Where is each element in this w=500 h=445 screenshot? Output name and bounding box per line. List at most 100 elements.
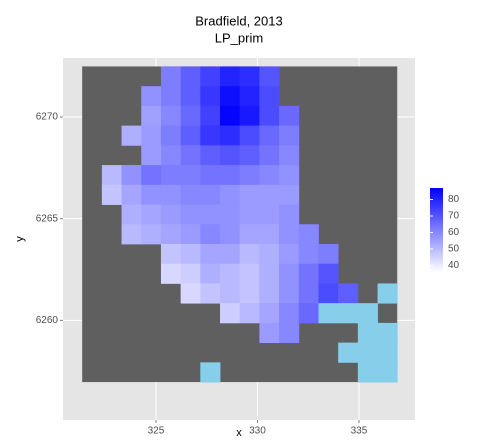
raster-cell (141, 125, 162, 146)
raster-cell (259, 145, 280, 166)
raster-cell (259, 86, 280, 107)
water-cell (338, 342, 359, 363)
raster-cell (298, 283, 319, 304)
raster-cell (239, 303, 260, 324)
raster-cell (239, 165, 260, 186)
raster-cell (200, 165, 221, 186)
raster-cell (259, 322, 280, 344)
y-tick-label: 6270 (36, 112, 59, 123)
raster-cell (160, 184, 182, 205)
colorbar-label: 80 (448, 194, 460, 205)
chart-subtitle: LP_prim (215, 30, 263, 45)
raster-cell (160, 105, 182, 127)
raster-cell (220, 125, 241, 146)
raster-cell (141, 204, 162, 225)
raster-cell (259, 283, 280, 304)
raster-cell (239, 184, 260, 205)
raster-cell (141, 105, 162, 127)
raster-cell (259, 224, 280, 245)
raster-cell (160, 86, 182, 107)
raster-cell (180, 184, 201, 205)
raster-cell (239, 66, 260, 87)
raster-cell (200, 66, 221, 87)
raster-cell (121, 224, 142, 245)
water-cell (200, 362, 221, 383)
raster-cell (220, 86, 241, 107)
chart-title: Bradfield, 2013 (195, 13, 282, 28)
water-cell (338, 303, 359, 324)
y-axis-title: y (14, 236, 26, 242)
raster-cell (180, 224, 201, 245)
raster-cell (239, 105, 260, 127)
raster-cell (279, 184, 300, 205)
raster-cell (180, 125, 201, 146)
raster-cell (259, 263, 280, 284)
raster-cell (160, 204, 182, 225)
raster-cell (200, 125, 221, 146)
raster-cell (239, 243, 260, 265)
raster-cell (200, 263, 221, 284)
raster-cell (121, 184, 142, 205)
raster-cell (239, 86, 260, 107)
raster-cell (121, 125, 142, 146)
raster-cell (259, 303, 280, 324)
raster-cell (180, 145, 201, 166)
x-axis-title: x (236, 427, 242, 439)
raster-cell (239, 283, 260, 304)
raster-cell (259, 165, 280, 186)
raster-cell (160, 145, 182, 166)
raster-cell (279, 165, 300, 186)
raster-cell (160, 263, 182, 284)
raster-cell (239, 125, 260, 146)
raster-cell (180, 263, 201, 284)
raster-cell (101, 184, 122, 205)
raster-cell (220, 145, 241, 166)
raster-cell (220, 283, 241, 304)
raster-cell (180, 204, 201, 225)
raster-cell (279, 145, 300, 166)
y-tick-label: 6265 (36, 213, 59, 224)
raster-cell (220, 66, 241, 87)
raster-cell (200, 86, 221, 107)
water-cell (318, 303, 339, 324)
raster-cell (298, 303, 319, 324)
raster-cell (121, 204, 142, 225)
raster-cell (318, 283, 339, 304)
raster-cell (160, 243, 182, 265)
raster-cell (259, 184, 280, 205)
raster-cell (259, 66, 280, 87)
raster-cell (160, 165, 182, 186)
raster-cell (200, 283, 221, 304)
raster-cell (180, 165, 201, 186)
raster-cell (200, 224, 221, 245)
colorbar-label: 50 (448, 244, 460, 255)
raster-cell (318, 243, 339, 265)
raster-cell (298, 224, 319, 245)
raster-cell (279, 125, 300, 146)
water-cell (377, 322, 398, 344)
water-cell (357, 362, 378, 383)
raster-cell (160, 125, 182, 146)
raster-cell (101, 165, 122, 186)
raster-cell (220, 165, 241, 186)
raster-cell (141, 145, 162, 166)
raster-cell (180, 105, 201, 127)
raster-cell (259, 204, 280, 225)
raster-cell (220, 224, 241, 245)
x-tick-label: 335 (351, 426, 368, 437)
raster-cell (298, 243, 319, 265)
raster-cell (220, 184, 241, 205)
water-cell (377, 362, 398, 383)
water-cell (377, 283, 398, 304)
raster-cell (279, 303, 300, 324)
raster-cell (141, 165, 162, 186)
water-cell (357, 303, 378, 324)
raster-cell (180, 66, 201, 87)
raster-cell (180, 243, 201, 265)
water-cell (357, 322, 378, 344)
y-tick-label: 6260 (36, 315, 59, 326)
raster-cell (180, 283, 201, 304)
raster-cell (200, 105, 221, 127)
raster-cell (279, 243, 300, 265)
